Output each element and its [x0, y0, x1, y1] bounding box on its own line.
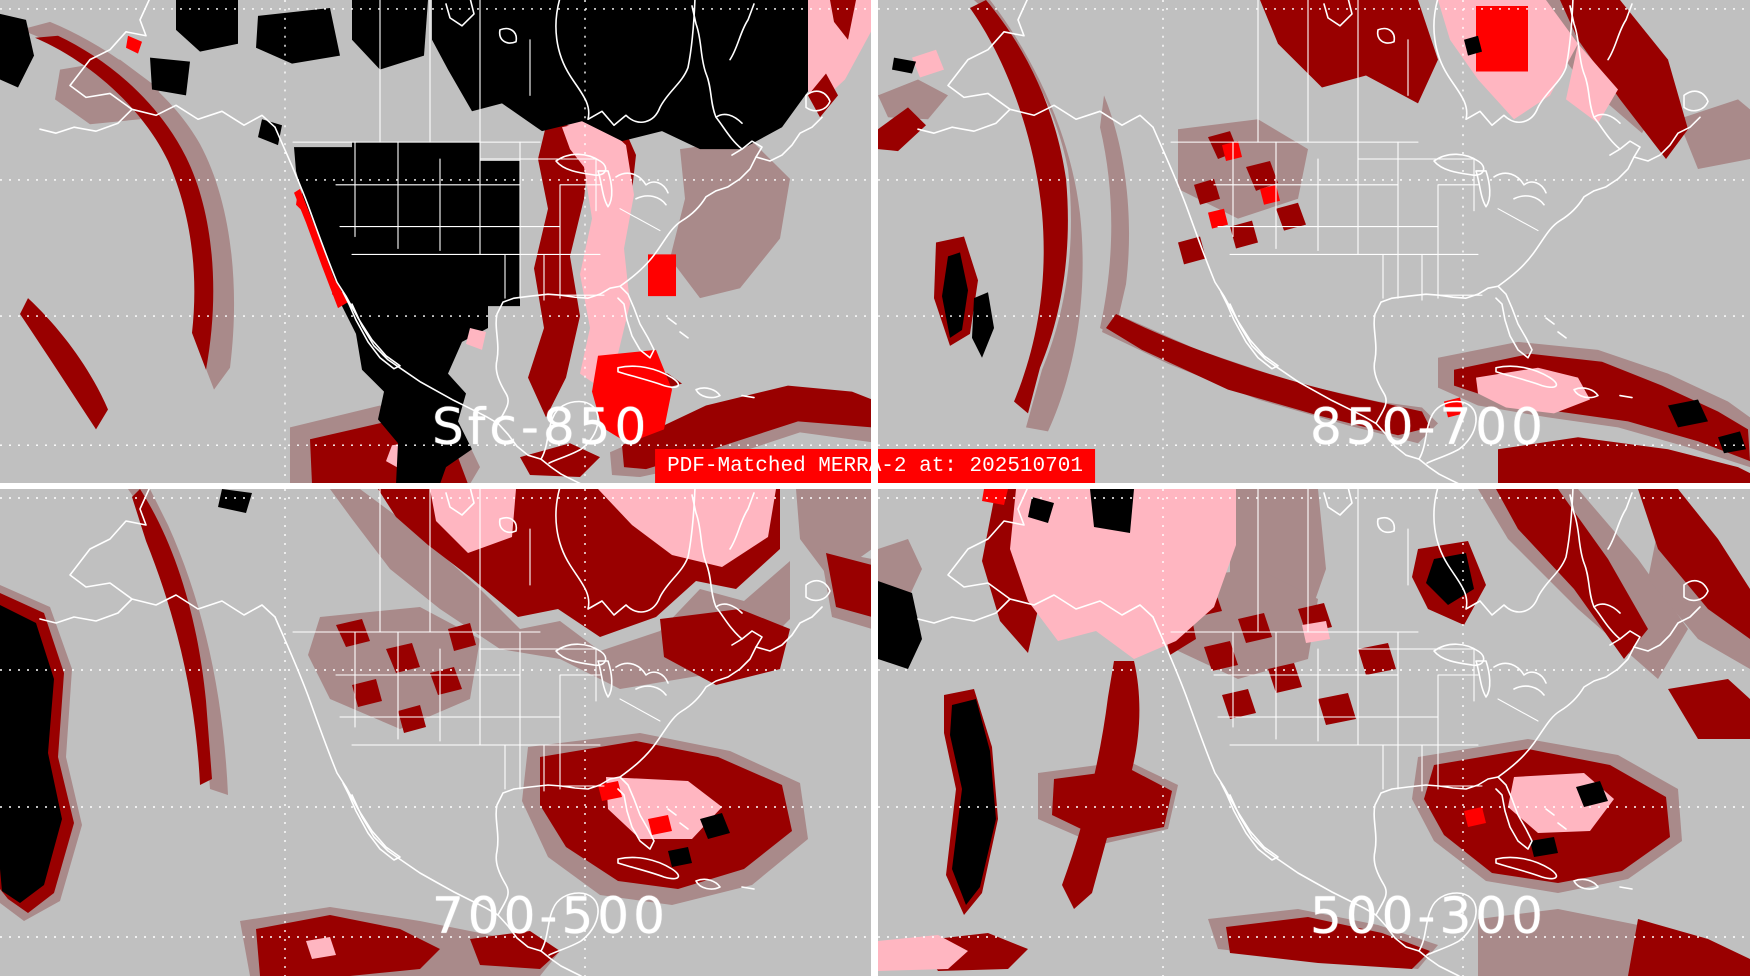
panel-700-500: 700-500	[0, 489, 872, 976]
panel-divider-horizontal	[0, 483, 1750, 489]
panel-850-700: 850-700	[878, 0, 1750, 484]
map-500-300	[878, 489, 1750, 976]
map-700-500	[0, 489, 872, 976]
map-850-700	[878, 0, 1750, 484]
panel-500-300: 500-300	[878, 489, 1750, 976]
map-sfc-850	[0, 0, 872, 484]
panel-sfc-850: Sfc-850	[0, 0, 872, 484]
